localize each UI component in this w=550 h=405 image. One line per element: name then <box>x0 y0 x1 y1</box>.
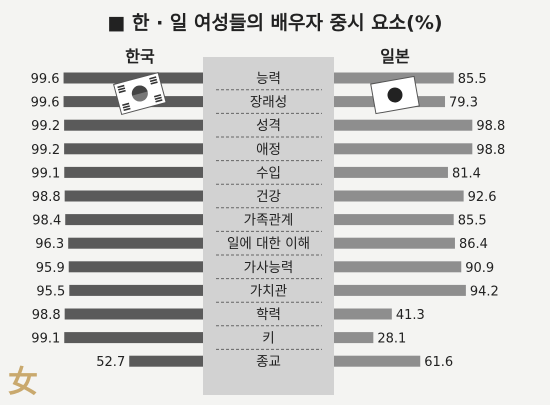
bar-japan <box>334 261 462 273</box>
bars-group: 99.6 85.5 능력 99.6 79.3 장래성 99.2 98.8 성격 99.2 98.8 애… <box>31 71 506 370</box>
value-label-korea: 98.8 <box>32 190 61 205</box>
bar-japan <box>334 332 374 344</box>
value-label-japan: 90.9 <box>465 261 494 276</box>
value-label-japan: 81.4 <box>452 166 481 181</box>
value-label-korea: 99.1 <box>31 166 60 181</box>
logo-icon: 女 <box>8 365 38 400</box>
value-label-japan: 85.5 <box>458 214 487 229</box>
value-label-korea: 99.6 <box>31 72 60 87</box>
bar-japan <box>334 237 455 249</box>
value-label-japan: 28.1 <box>377 332 406 347</box>
value-label-korea: 99.6 <box>31 96 60 111</box>
legend-korea: 한국 <box>125 47 155 66</box>
bar-korea <box>64 143 204 155</box>
category-label: 키 <box>262 331 274 347</box>
value-label-korea: 98.8 <box>32 308 61 323</box>
japan-flag-icon <box>370 75 420 115</box>
value-label-japan: 98.8 <box>476 143 505 158</box>
bar-korea <box>69 284 203 296</box>
bar-korea <box>64 190 204 202</box>
bar-japan <box>334 143 473 155</box>
bar-korea <box>68 237 204 249</box>
value-label-japan: 41.3 <box>396 308 425 323</box>
bar-korea <box>64 119 204 131</box>
value-label-korea: 96.3 <box>35 237 64 252</box>
bar-japan <box>334 190 464 202</box>
value-label-japan: 92.6 <box>468 190 497 205</box>
category-label: 가사능력 <box>244 260 294 276</box>
bar-korea <box>65 214 204 226</box>
bar-japan <box>334 355 421 367</box>
value-label-korea: 95.5 <box>36 284 65 299</box>
bar-japan <box>334 166 448 178</box>
value-label-japan: 86.4 <box>459 237 488 252</box>
value-label-korea: 99.1 <box>31 332 60 347</box>
category-label: 가치관 <box>250 283 287 299</box>
bar-korea <box>64 308 204 320</box>
legend-japan: 일본 <box>380 47 410 66</box>
category-label: 수입 <box>256 165 281 181</box>
bar-japan <box>334 72 454 84</box>
bar-japan <box>334 308 392 320</box>
value-label-korea: 98.4 <box>32 214 61 229</box>
bar-korea <box>68 261 204 273</box>
value-label-korea: 99.2 <box>31 143 60 158</box>
bar-korea <box>63 72 204 84</box>
value-label-korea: 95.9 <box>36 261 65 276</box>
category-label: 장래성 <box>250 95 287 111</box>
value-label-japan: 79.3 <box>449 96 478 111</box>
value-label-japan: 98.8 <box>476 119 505 134</box>
bar-japan <box>334 119 473 131</box>
value-label-japan: 94.2 <box>470 284 499 299</box>
bar-korea <box>64 166 203 178</box>
category-label: 가족관계 <box>244 213 294 229</box>
chart-title: ■ 한 · 일 여성들의 배우자 중시 요소(%) <box>107 12 442 34</box>
category-label: 학력 <box>256 307 281 323</box>
value-label-japan: 61.6 <box>424 355 453 370</box>
bar-korea <box>64 332 203 344</box>
bar-japan <box>334 214 454 226</box>
category-label: 성격 <box>256 118 281 134</box>
category-label: 능력 <box>256 71 281 87</box>
category-label: 일에 대한 이해 <box>227 236 310 252</box>
value-label-korea: 52.7 <box>96 355 125 370</box>
category-label: 종교 <box>256 354 281 370</box>
korea-flag-icon <box>113 71 167 116</box>
category-label: 애정 <box>256 142 281 158</box>
bar-korea <box>129 355 203 367</box>
value-label-japan: 85.5 <box>458 72 487 87</box>
value-label-korea: 99.2 <box>31 119 60 134</box>
category-label: 건강 <box>256 189 281 205</box>
bar-japan <box>334 284 466 296</box>
